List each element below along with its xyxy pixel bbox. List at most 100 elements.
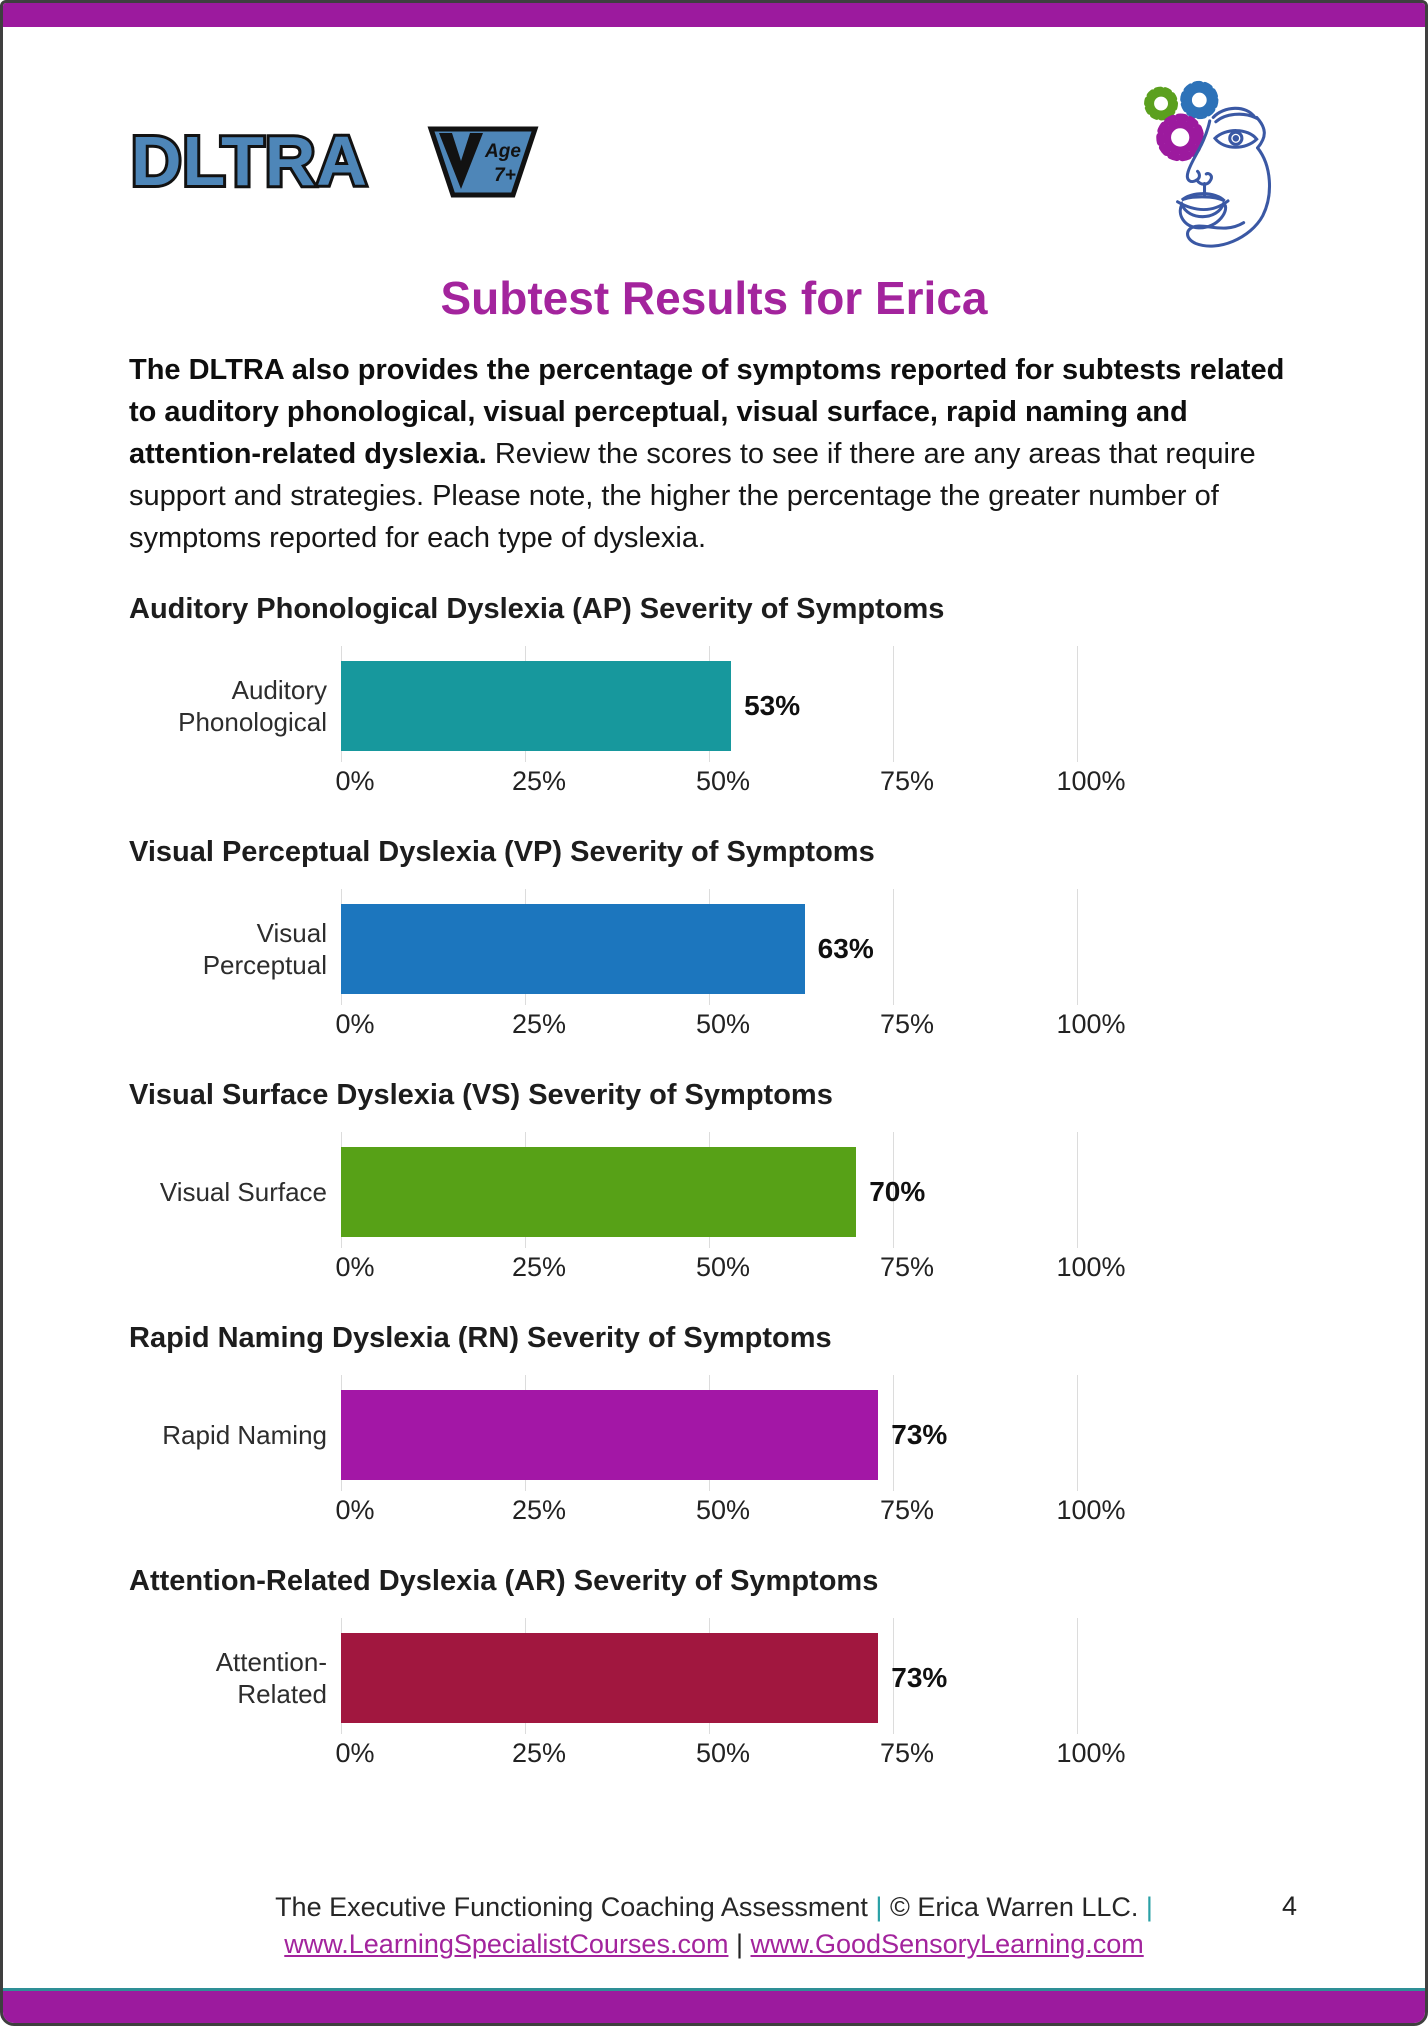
value-label: 63% bbox=[817, 933, 874, 965]
plot-area: 70% bbox=[341, 1132, 1078, 1249]
bottom-purple-band bbox=[3, 1991, 1425, 2023]
gridline bbox=[1077, 1375, 1078, 1492]
chart-visual-surface: Visual Surface Dyslexia (VS) Severity of… bbox=[129, 1073, 1299, 1288]
footer-copyright: © Erica Warren LLC. bbox=[889, 1892, 1139, 1923]
category-label: Visual Surface bbox=[159, 1176, 327, 1207]
x-tick-label: 50% bbox=[695, 1738, 751, 1769]
value-label: 53% bbox=[744, 690, 801, 722]
x-tick-label: 0% bbox=[335, 1009, 375, 1040]
chart-title: Visual Surface Dyslexia (VS) Severity of… bbox=[129, 1079, 833, 1112]
intro-bold-text: The DLTRA also provides the percentage o… bbox=[129, 354, 1285, 471]
gear-blue bbox=[1180, 80, 1219, 120]
value-label: 73% bbox=[891, 1662, 948, 1694]
chart-title: Visual Perceptual Dyslexia (VP) Severity… bbox=[129, 836, 875, 869]
x-tick-label: 100% bbox=[1056, 1252, 1126, 1283]
svg-text:7+: 7+ bbox=[494, 165, 516, 186]
chart-title: Attention-Related Dyslexia (AR) Severity… bbox=[129, 1565, 879, 1598]
x-tick-label: 50% bbox=[695, 1009, 751, 1040]
chart-auditory-phonological: Auditory Phonological Dyslexia (AP) Seve… bbox=[129, 587, 1299, 802]
page-title: Subtest Results for Erica bbox=[440, 272, 988, 324]
x-axis: 0% 25% 50% 75% 100% bbox=[335, 1728, 1125, 1774]
plot-area: 73% bbox=[341, 1375, 1078, 1492]
footer-pipe-1: | bbox=[875, 1892, 883, 1923]
bar bbox=[341, 1147, 857, 1238]
page-number: 4 bbox=[1281, 1891, 1297, 1922]
face-gears-icon bbox=[1144, 80, 1272, 248]
plot-area: 53% bbox=[341, 646, 1078, 763]
x-tick-label: 100% bbox=[1056, 1738, 1126, 1769]
gear-green bbox=[1144, 86, 1178, 121]
x-tick-label: 0% bbox=[335, 766, 375, 797]
category-label: Visual Perceptual bbox=[202, 917, 327, 981]
footer-pipe-3: | bbox=[735, 1928, 743, 1959]
x-axis: 0% 25% 50% 75% 100% bbox=[335, 1485, 1125, 1531]
footer-pipe-2: | bbox=[1145, 1892, 1153, 1923]
x-tick-label: 75% bbox=[879, 1738, 935, 1769]
top-purple-band bbox=[3, 3, 1425, 27]
teal-divider bbox=[3, 1988, 1425, 1991]
gridline bbox=[893, 1132, 894, 1249]
bar bbox=[341, 1633, 879, 1724]
x-tick-label: 25% bbox=[511, 1009, 567, 1040]
chart-attention-related: Attention-Related Dyslexia (AR) Severity… bbox=[129, 1559, 1299, 1774]
x-axis: 0% 25% 50% 75% 100% bbox=[335, 756, 1125, 802]
gridline bbox=[1077, 889, 1078, 1006]
face-gears-logo bbox=[1103, 67, 1313, 272]
page-content: DLTRA Age 7+ bbox=[3, 27, 1425, 1988]
bar bbox=[341, 1390, 879, 1481]
dltra-logo: DLTRA Age 7+ bbox=[131, 123, 541, 201]
x-tick-label: 0% bbox=[335, 1738, 375, 1769]
plot-area: 63% bbox=[341, 889, 1078, 1006]
x-tick-label: 100% bbox=[1056, 1009, 1126, 1040]
link-good-sensory-learning[interactable]: www.GoodSensoryLearning.com bbox=[750, 1928, 1144, 1959]
gridline bbox=[893, 1375, 894, 1492]
x-tick-label: 75% bbox=[879, 1252, 935, 1283]
x-tick-label: 25% bbox=[511, 1252, 567, 1283]
plot-area: 73% bbox=[341, 1618, 1078, 1735]
intro-paragraph: The DLTRA also provides the percentage o… bbox=[129, 349, 1299, 559]
x-tick-label: 25% bbox=[511, 1738, 567, 1769]
bar bbox=[341, 661, 732, 752]
chart-visual-perceptual: Visual Perceptual Dyslexia (VP) Severity… bbox=[129, 830, 1299, 1045]
x-tick-label: 100% bbox=[1056, 766, 1126, 797]
footer-line-2: www.LearningSpecialistCourses.com | www.… bbox=[129, 1926, 1299, 1962]
footer-assessment-text: The Executive Functioning Coaching Asses… bbox=[275, 1892, 868, 1923]
category-label: Attention- Related bbox=[215, 1646, 327, 1710]
age-badge: Age 7+ bbox=[427, 126, 539, 198]
x-tick-label: 25% bbox=[511, 1495, 567, 1526]
x-tick-label: 50% bbox=[695, 766, 751, 797]
dltra-logo-text: DLTRA bbox=[131, 123, 368, 200]
x-tick-label: 0% bbox=[335, 1495, 375, 1526]
value-label: 73% bbox=[891, 1419, 948, 1451]
x-tick-label: 50% bbox=[695, 1495, 751, 1526]
svg-text:Age: Age bbox=[484, 141, 521, 162]
gridline bbox=[1077, 1132, 1078, 1249]
x-tick-label: 50% bbox=[695, 1252, 751, 1283]
gear-purple bbox=[1156, 113, 1205, 162]
chart-rapid-naming: Rapid Naming Dyslexia (RN) Severity of S… bbox=[129, 1316, 1299, 1531]
link-learning-specialist-courses[interactable]: www.LearningSpecialistCourses.com bbox=[284, 1928, 729, 1959]
x-tick-label: 75% bbox=[879, 1009, 935, 1040]
footer-line-1: The Executive Functioning Coaching Asses… bbox=[129, 1889, 1299, 1925]
dltra-logo-graphic: DLTRA Age 7+ bbox=[131, 123, 539, 201]
x-tick-label: 75% bbox=[879, 1495, 935, 1526]
intro-regular-text: Review the scores to see if there are an… bbox=[129, 438, 1256, 555]
x-tick-label: 75% bbox=[879, 766, 935, 797]
x-axis: 0% 25% 50% 75% 100% bbox=[335, 999, 1125, 1045]
category-label: Rapid Naming bbox=[162, 1419, 327, 1450]
x-axis: 0% 25% 50% 75% 100% bbox=[335, 1242, 1125, 1288]
bar bbox=[341, 904, 805, 995]
face-lines bbox=[1176, 106, 1272, 248]
page-footer: The Executive Functioning Coaching Asses… bbox=[129, 1889, 1299, 1988]
page-header: DLTRA Age 7+ bbox=[129, 27, 1299, 257]
gridline bbox=[893, 646, 894, 763]
chart-title: Rapid Naming Dyslexia (RN) Severity of S… bbox=[129, 1322, 832, 1355]
x-tick-label: 100% bbox=[1056, 1495, 1126, 1526]
x-tick-label: 0% bbox=[335, 1252, 375, 1283]
x-tick-label: 25% bbox=[511, 766, 567, 797]
value-label: 70% bbox=[869, 1176, 926, 1208]
gridline bbox=[1077, 646, 1078, 763]
gridline bbox=[893, 1618, 894, 1735]
gridline bbox=[1077, 1618, 1078, 1735]
